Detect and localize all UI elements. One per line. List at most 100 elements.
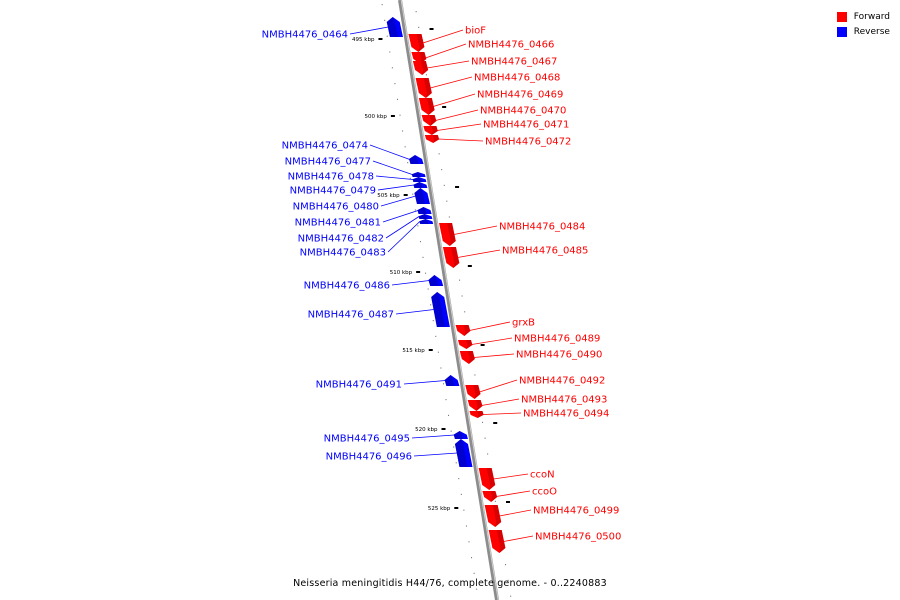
gene-arrow-shade: [423, 78, 432, 98]
gene-label: NMBH4476_0482: [298, 234, 384, 245]
tick-dot: [458, 478, 460, 480]
tick-dot: [389, 51, 391, 53]
tick-dot: [460, 493, 462, 495]
gene-leader-line: [395, 309, 435, 315]
gene-leader-line: [430, 76, 473, 89]
tick-dot: [507, 579, 509, 581]
tick-dot: [440, 367, 442, 369]
tick-dot: [384, 19, 386, 21]
gene-label: NMBH4476_0470: [480, 106, 566, 117]
tick-dot: [468, 541, 470, 543]
tick-dot: [461, 295, 463, 297]
gene-arrow-shade: [414, 188, 426, 204]
legend-label-forward: Forward: [853, 11, 890, 22]
gene-leader-line: [372, 160, 413, 175]
gene-leader-line: [413, 452, 458, 457]
legend-label-reverse: Reverse: [853, 26, 890, 37]
gene-leader-line: [493, 473, 529, 480]
tick-dot: [417, 225, 419, 227]
tick-dot: [425, 74, 427, 76]
gene-arrow-shade: [417, 207, 427, 214]
tick-dot: [412, 193, 414, 195]
gene-arrow-shade: [428, 275, 439, 286]
tick-dot: [437, 351, 439, 353]
gene-leader-line: [503, 535, 534, 542]
scale-label: 505 kbp: [377, 193, 400, 199]
tick-dot: [407, 162, 409, 164]
genome-backbone-highlight: [400, 0, 499, 600]
scale-tick-right: [480, 344, 485, 346]
gene-label: NMBH4476_0471: [483, 120, 569, 131]
gene-leader-line: [469, 321, 511, 331]
gene-label: NMBH4476_0495: [324, 434, 410, 445]
gene-leader-line: [411, 434, 455, 439]
gene-label: ccoO: [532, 487, 557, 498]
tick-dot: [450, 430, 452, 432]
tick-dot: [435, 335, 437, 337]
tick-dot: [494, 500, 496, 502]
gene-leader-line: [422, 29, 464, 44]
tick-dot: [445, 399, 447, 401]
gene-arrow-shade: [490, 491, 498, 502]
scale-tick: [416, 271, 421, 273]
gene-label: NMBH4476_0489: [514, 334, 600, 345]
gene-label: NMBH4476_0483: [300, 248, 386, 259]
scale-tick: [454, 507, 459, 509]
gene-label: NMBH4476_0466: [468, 40, 554, 51]
scale-tick: [378, 38, 383, 40]
tick-dot: [484, 437, 486, 439]
gene-leader-line: [433, 93, 476, 107]
tick-dot: [399, 114, 401, 116]
gene-label: NMBH4476_0486: [304, 281, 390, 292]
gene-arrow-shade: [475, 400, 483, 411]
gene-label: NMBH4476_0480: [293, 202, 379, 213]
gene-arrow-shade: [432, 135, 440, 143]
gene-label: NMBH4476_0479: [290, 186, 376, 197]
gene-label: NMBH4476_0499: [533, 506, 619, 517]
gene-label: NMBH4476_0485: [502, 246, 588, 257]
gene-label: NMBH4476_0494: [523, 409, 609, 420]
tick-dot: [404, 146, 406, 148]
tick-dot: [414, 209, 416, 211]
gene-arrow-shade: [409, 155, 419, 164]
gene-label: NMBH4476_0464: [262, 30, 348, 41]
tick-dot: [474, 374, 476, 376]
legend: Forward Reverse: [836, 9, 890, 39]
tick-dot: [443, 184, 445, 186]
gene-leader-line: [482, 412, 522, 415]
gene-label: bioF: [465, 26, 486, 37]
gene-leader-line: [457, 249, 501, 258]
scale-tick-right: [455, 186, 460, 188]
gene-leader-line: [473, 353, 515, 358]
gene-leader-line: [471, 337, 513, 345]
tick-dot: [438, 153, 440, 155]
scale-tick-right: [442, 106, 447, 108]
gene-leader-line: [387, 221, 421, 253]
gene-leader-line: [375, 175, 414, 180]
gene-leader-line: [349, 26, 389, 35]
gene-leader-line: [385, 216, 420, 239]
gene-label: NMBH4476_0481: [295, 218, 381, 229]
gene-leader-line: [453, 225, 498, 235]
gene-arrow-shade: [477, 411, 484, 418]
scale-tick-right: [429, 28, 434, 30]
tick-dot: [391, 67, 393, 69]
gene-arrow-shade: [454, 439, 468, 467]
gene-arrow-shade: [386, 17, 399, 37]
tick-dot: [448, 216, 450, 218]
gene-arrow-shade: [467, 351, 475, 364]
gene-leader-line: [425, 43, 467, 59]
gene-leader-line: [369, 144, 410, 160]
legend-item-forward: Forward: [836, 9, 890, 24]
gene-arrow-shade: [466, 340, 473, 349]
tick-dot: [430, 304, 432, 306]
scale-label: 515 kbp: [402, 348, 425, 354]
gene-arrow-shade: [463, 325, 471, 336]
tick-dot: [415, 11, 417, 13]
tick-dot: [455, 462, 457, 464]
scale-label: 520 kbp: [415, 427, 438, 433]
gene-leader-line: [499, 509, 532, 517]
gene-arrow-shade: [450, 247, 460, 268]
gene-arrow-shade: [486, 468, 496, 490]
